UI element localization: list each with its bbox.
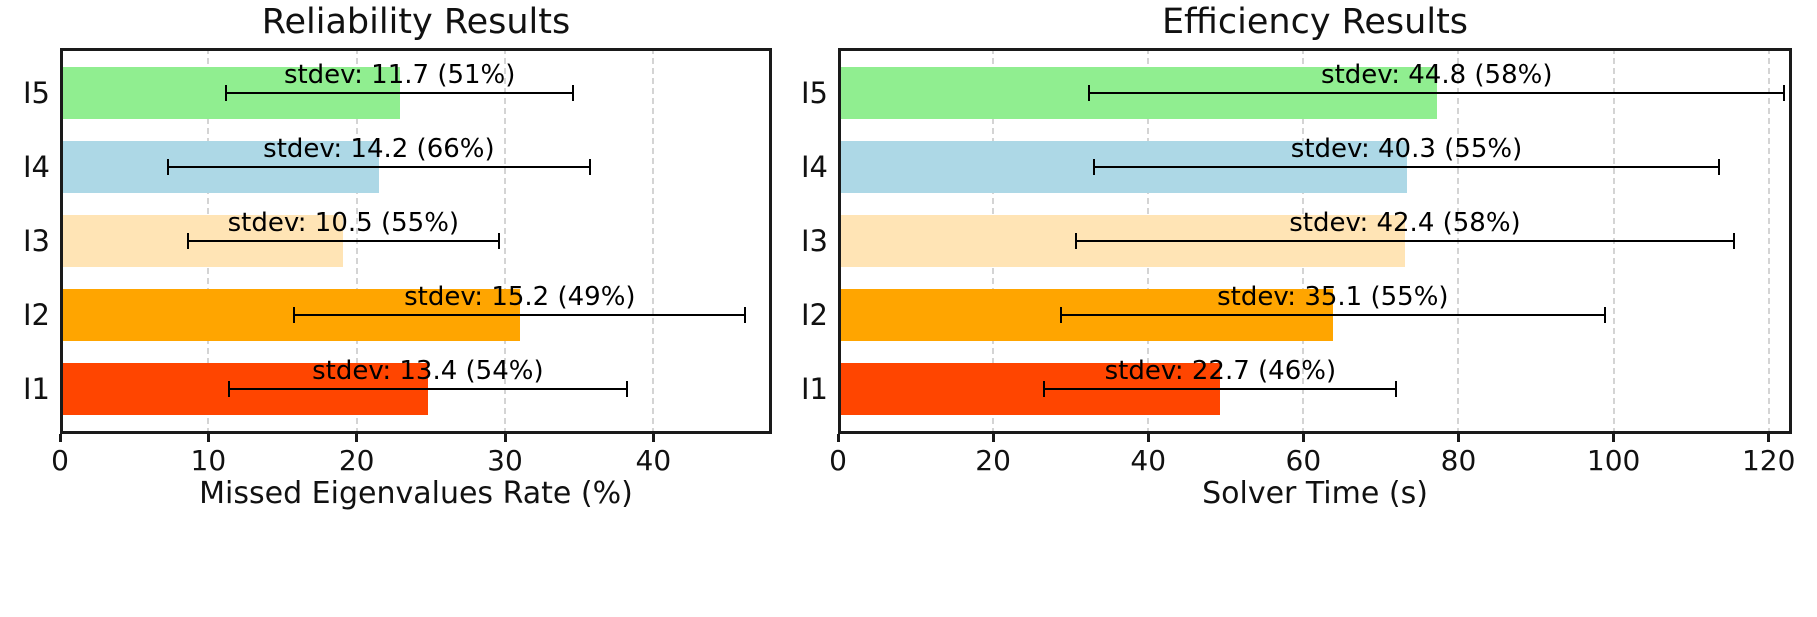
x-tick [836,434,840,442]
x-tick-label: 20 [338,444,375,477]
y-category-label: I1 [22,372,50,406]
error-bar-cap [572,85,575,101]
x-tick-label: 60 [1285,444,1322,477]
x-tick-label: 30 [487,444,523,477]
x-tick [991,434,995,442]
y-category-label: I5 [22,76,50,110]
error-bar-cap [1604,307,1607,323]
stdev-annotation: stdev: 11.7 (51%) [283,60,516,90]
y-category-label: I3 [22,224,50,258]
error-bar [294,314,746,316]
error-bar-cap [1059,307,1062,323]
error-bar [187,240,500,242]
gridline [504,48,506,434]
error-bar-cap [588,159,591,175]
stdev-annotation: stdev: 15.2 (49%) [404,282,636,312]
x-tick-label: 120 [1741,444,1796,477]
error-bar-cap [1732,233,1735,249]
error-bar [226,92,574,94]
error-bar [1044,388,1397,390]
x-tick [355,434,359,442]
error-bar [1089,92,1785,94]
y-category-label: I5 [800,76,828,110]
error-bar [1076,240,1734,242]
x-tick-label: 40 [1130,444,1167,477]
error-bar-cap [186,233,189,249]
stdev-annotation: stdev: 14.2 (66%) [263,134,495,164]
error-bar-cap [1718,159,1721,175]
x-tick-label: 20 [975,444,1011,477]
error-bar-cap [1783,85,1786,101]
plot-area [838,48,1792,434]
stdev-annotation: stdev: 40.3 (55%) [1290,134,1523,164]
error-bar-cap [228,381,231,397]
x-tick-label: 10 [190,444,227,477]
error-bar-cap [293,307,296,323]
x-tick [503,434,507,442]
x-tick-label: 0 [829,444,847,477]
error-bar-cap [167,159,170,175]
x-tick [1767,434,1771,442]
x-axis-label: Solver Time (s) [1202,476,1428,511]
stdev-annotation: stdev: 13.4 (54%) [312,356,544,386]
chart-title: Efficiency Results [1161,2,1469,42]
x-tick [1146,434,1150,442]
error-bar-cap [1088,85,1091,101]
x-tick [58,434,62,442]
x-tick [1301,434,1305,442]
error-bar [229,388,627,390]
gridline [1767,48,1770,434]
y-category-label: I2 [22,298,50,332]
stdev-annotation: stdev: 42.4 (58%) [1289,208,1521,238]
error-bar-cap [498,233,501,249]
error-bar [168,166,590,168]
gridline [652,48,655,434]
x-tick-label: 80 [1440,444,1477,477]
x-tick [1612,434,1616,442]
y-category-label: I2 [800,298,828,332]
error-bar-cap [1395,381,1398,397]
stdev-annotation: stdev: 22.7 (46%) [1104,356,1337,386]
x-tick-label: 40 [635,444,672,477]
x-tick [651,434,655,442]
stdev-annotation: stdev: 35.1 (55%) [1217,282,1449,312]
error-bar-cap [1043,381,1046,397]
x-axis-label: Missed Eigenvalues Rate (%) [199,476,633,511]
stdev-annotation: stdev: 10.5 (55%) [227,208,460,238]
plot-area [60,48,772,434]
y-category-label: I4 [800,150,828,184]
y-category-label: I1 [800,372,828,406]
error-bar [1060,314,1606,316]
y-category-label: I4 [22,150,50,184]
chart-title: Reliability Results [261,2,571,42]
error-bar-cap [225,85,228,101]
y-category-label: I3 [800,224,828,258]
error-bar-cap [744,307,747,323]
x-tick-label: 100 [1586,444,1641,477]
x-tick-label: 0 [51,444,69,477]
error-bar-cap [1092,159,1095,175]
stdev-annotation: stdev: 44.8 (58%) [1321,60,1553,90]
error-bar-cap [625,381,628,397]
error-bar [1093,166,1720,168]
x-tick [1456,434,1460,442]
x-tick [206,434,210,442]
error-bar-cap [1075,233,1078,249]
